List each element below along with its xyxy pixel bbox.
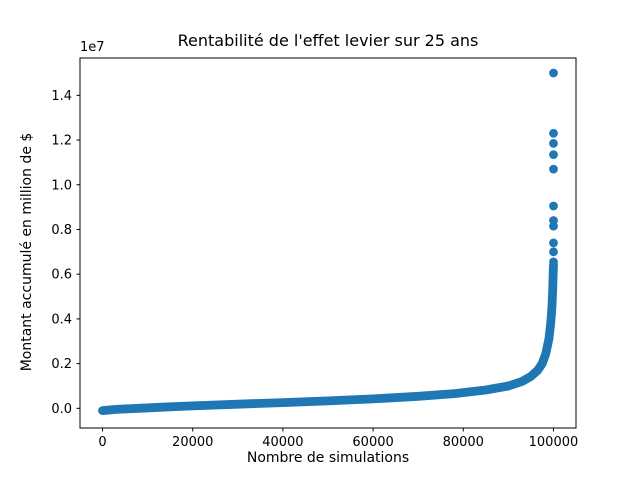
y-axis-label: Montant accumulé en million de $ (19, 132, 35, 372)
y-axis-offset-label: 1e7 (80, 40, 105, 55)
y-tick-label: 0.8 (51, 223, 72, 238)
x-axis-label: Nombre de simulations (246, 450, 410, 466)
y-tick-label: 1.4 (51, 89, 72, 104)
scatter-outlier-dot (549, 68, 558, 78)
plot-frame (79, 57, 577, 429)
scatter-outlier-dot (549, 247, 558, 257)
x-tick-label: 40000 (262, 435, 303, 450)
chart-title: Rentabilité de l'effet levier sur 25 ans (177, 31, 479, 50)
x-tick-label: 80000 (443, 435, 484, 450)
y-tick-label: 1.0 (51, 178, 72, 193)
x-tick-label: 60000 (352, 435, 393, 450)
scatter-outlier-dot (549, 150, 558, 160)
scatter-outlier-dot (549, 164, 558, 174)
scatter-outlier-dot (549, 201, 558, 211)
y-tick-label: 0.0 (51, 402, 72, 417)
scatter-band (98, 260, 558, 415)
scatter-outlier-dot (549, 139, 558, 148)
scatter-outlier-dot (549, 216, 558, 225)
x-tick-label: 100000 (529, 435, 579, 450)
x-tick-label: 0 (98, 435, 106, 450)
y-tick-label: 1.2 (51, 134, 72, 149)
scatter-outlier-dot (549, 128, 558, 138)
y-tick-label: 0.2 (51, 357, 72, 372)
scatter-outlier-dot (549, 257, 558, 267)
y-tick-label: 0.4 (51, 312, 72, 327)
scatter-outlier-dot (549, 238, 558, 248)
y-tick-label: 0.6 (51, 268, 72, 283)
x-tick-label: 20000 (172, 435, 213, 450)
